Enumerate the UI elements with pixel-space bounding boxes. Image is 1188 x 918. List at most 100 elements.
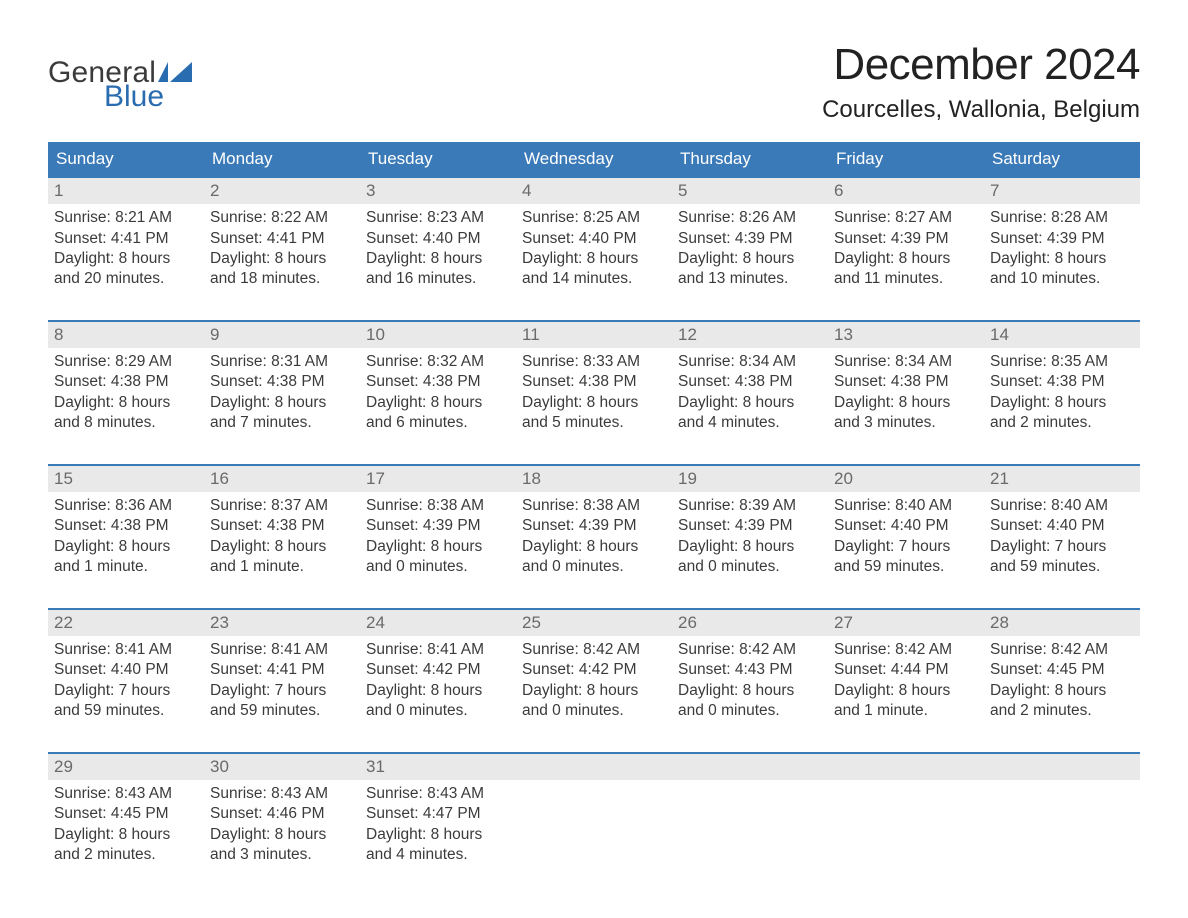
dow-tuesday: Tuesday xyxy=(360,142,516,176)
sunset-text: Sunset: 4:42 PM xyxy=(522,660,666,680)
day-body: Sunrise: 8:43 AMSunset: 4:46 PMDaylight:… xyxy=(204,780,360,870)
sunset-text: Sunset: 4:38 PM xyxy=(834,372,978,392)
daylight-line1: Daylight: 8 hours xyxy=(54,537,198,557)
day-body: Sunrise: 8:42 AMSunset: 4:45 PMDaylight:… xyxy=(984,636,1140,726)
month-title: December 2024 xyxy=(822,40,1140,90)
day-number: 16 xyxy=(204,466,360,492)
day-number: 19 xyxy=(672,466,828,492)
day-number: 30 xyxy=(204,754,360,780)
day-body: Sunrise: 8:26 AMSunset: 4:39 PMDaylight:… xyxy=(672,204,828,294)
daylight-line2: and 2 minutes. xyxy=(990,701,1134,721)
day-body: Sunrise: 8:28 AMSunset: 4:39 PMDaylight:… xyxy=(984,204,1140,294)
daylight-line1: Daylight: 8 hours xyxy=(990,681,1134,701)
day-number: 5 xyxy=(672,178,828,204)
day-cell: 13Sunrise: 8:34 AMSunset: 4:38 PMDayligh… xyxy=(828,322,984,438)
sunrise-text: Sunrise: 8:34 AM xyxy=(834,352,978,372)
day-cell: 22Sunrise: 8:41 AMSunset: 4:40 PMDayligh… xyxy=(48,610,204,726)
day-body: Sunrise: 8:33 AMSunset: 4:38 PMDaylight:… xyxy=(516,348,672,438)
daylight-line1: Daylight: 8 hours xyxy=(522,393,666,413)
daylight-line1: Daylight: 8 hours xyxy=(366,681,510,701)
day-cell: 3Sunrise: 8:23 AMSunset: 4:40 PMDaylight… xyxy=(360,178,516,294)
daylight-line2: and 0 minutes. xyxy=(678,701,822,721)
calendar-page: General Blue December 2024 Courcelles, W… xyxy=(0,0,1188,900)
day-number: 25 xyxy=(516,610,672,636)
sunset-text: Sunset: 4:44 PM xyxy=(834,660,978,680)
day-body: Sunrise: 8:34 AMSunset: 4:38 PMDaylight:… xyxy=(828,348,984,438)
day-body: Sunrise: 8:38 AMSunset: 4:39 PMDaylight:… xyxy=(516,492,672,582)
day-cell: 2Sunrise: 8:22 AMSunset: 4:41 PMDaylight… xyxy=(204,178,360,294)
daylight-line2: and 4 minutes. xyxy=(366,845,510,865)
day-cell: 29Sunrise: 8:43 AMSunset: 4:45 PMDayligh… xyxy=(48,754,204,870)
week-row: 1Sunrise: 8:21 AMSunset: 4:41 PMDaylight… xyxy=(48,176,1140,294)
daylight-line2: and 6 minutes. xyxy=(366,413,510,433)
daylight-line2: and 59 minutes. xyxy=(834,557,978,577)
brand-logo: General Blue xyxy=(48,40,192,112)
day-body: Sunrise: 8:43 AMSunset: 4:47 PMDaylight:… xyxy=(360,780,516,870)
week-row: 15Sunrise: 8:36 AMSunset: 4:38 PMDayligh… xyxy=(48,464,1140,582)
sunset-text: Sunset: 4:45 PM xyxy=(54,804,198,824)
daylight-line2: and 16 minutes. xyxy=(366,269,510,289)
sunrise-text: Sunrise: 8:41 AM xyxy=(54,640,198,660)
day-cell: 1Sunrise: 8:21 AMSunset: 4:41 PMDaylight… xyxy=(48,178,204,294)
day-number: 31 xyxy=(360,754,516,780)
day-body: Sunrise: 8:23 AMSunset: 4:40 PMDaylight:… xyxy=(360,204,516,294)
sunset-text: Sunset: 4:38 PM xyxy=(210,516,354,536)
day-cell: 8Sunrise: 8:29 AMSunset: 4:38 PMDaylight… xyxy=(48,322,204,438)
daylight-line2: and 18 minutes. xyxy=(210,269,354,289)
daylight-line1: Daylight: 8 hours xyxy=(366,249,510,269)
day-cell xyxy=(828,754,984,870)
day-body: Sunrise: 8:32 AMSunset: 4:38 PMDaylight:… xyxy=(360,348,516,438)
day-cell: 31Sunrise: 8:43 AMSunset: 4:47 PMDayligh… xyxy=(360,754,516,870)
day-body: Sunrise: 8:29 AMSunset: 4:38 PMDaylight:… xyxy=(48,348,204,438)
day-cell: 17Sunrise: 8:38 AMSunset: 4:39 PMDayligh… xyxy=(360,466,516,582)
daylight-line1: Daylight: 8 hours xyxy=(522,537,666,557)
weeks-container: 1Sunrise: 8:21 AMSunset: 4:41 PMDaylight… xyxy=(48,176,1140,870)
daylight-line2: and 2 minutes. xyxy=(990,413,1134,433)
day-cell xyxy=(672,754,828,870)
daylight-line1: Daylight: 7 hours xyxy=(990,537,1134,557)
daylight-line2: and 1 minute. xyxy=(834,701,978,721)
day-cell: 10Sunrise: 8:32 AMSunset: 4:38 PMDayligh… xyxy=(360,322,516,438)
daylight-line2: and 1 minute. xyxy=(210,557,354,577)
sunset-text: Sunset: 4:38 PM xyxy=(54,372,198,392)
day-cell: 4Sunrise: 8:25 AMSunset: 4:40 PMDaylight… xyxy=(516,178,672,294)
daylight-line2: and 13 minutes. xyxy=(678,269,822,289)
daylight-line2: and 11 minutes. xyxy=(834,269,978,289)
sunrise-text: Sunrise: 8:41 AM xyxy=(366,640,510,660)
daylight-line1: Daylight: 8 hours xyxy=(678,249,822,269)
daylight-line1: Daylight: 8 hours xyxy=(834,681,978,701)
sunrise-text: Sunrise: 8:38 AM xyxy=(522,496,666,516)
flag-icon xyxy=(158,62,192,82)
daylight-line1: Daylight: 7 hours xyxy=(834,537,978,557)
sunrise-text: Sunrise: 8:41 AM xyxy=(210,640,354,660)
day-number xyxy=(516,754,672,780)
day-cell: 15Sunrise: 8:36 AMSunset: 4:38 PMDayligh… xyxy=(48,466,204,582)
sunset-text: Sunset: 4:46 PM xyxy=(210,804,354,824)
day-cell: 19Sunrise: 8:39 AMSunset: 4:39 PMDayligh… xyxy=(672,466,828,582)
day-body: Sunrise: 8:41 AMSunset: 4:40 PMDaylight:… xyxy=(48,636,204,726)
day-number: 2 xyxy=(204,178,360,204)
daylight-line1: Daylight: 7 hours xyxy=(54,681,198,701)
daylight-line1: Daylight: 8 hours xyxy=(54,249,198,269)
day-cell: 16Sunrise: 8:37 AMSunset: 4:38 PMDayligh… xyxy=(204,466,360,582)
day-body: Sunrise: 8:40 AMSunset: 4:40 PMDaylight:… xyxy=(984,492,1140,582)
day-number: 7 xyxy=(984,178,1140,204)
sunrise-text: Sunrise: 8:40 AM xyxy=(834,496,978,516)
day-number: 3 xyxy=(360,178,516,204)
day-cell: 20Sunrise: 8:40 AMSunset: 4:40 PMDayligh… xyxy=(828,466,984,582)
sunset-text: Sunset: 4:45 PM xyxy=(990,660,1134,680)
day-number: 17 xyxy=(360,466,516,492)
day-body: Sunrise: 8:41 AMSunset: 4:42 PMDaylight:… xyxy=(360,636,516,726)
day-body: Sunrise: 8:34 AMSunset: 4:38 PMDaylight:… xyxy=(672,348,828,438)
day-body: Sunrise: 8:39 AMSunset: 4:39 PMDaylight:… xyxy=(672,492,828,582)
sunset-text: Sunset: 4:38 PM xyxy=(210,372,354,392)
day-cell: 26Sunrise: 8:42 AMSunset: 4:43 PMDayligh… xyxy=(672,610,828,726)
day-body: Sunrise: 8:42 AMSunset: 4:42 PMDaylight:… xyxy=(516,636,672,726)
daylight-line1: Daylight: 8 hours xyxy=(210,393,354,413)
dow-saturday: Saturday xyxy=(984,142,1140,176)
sunset-text: Sunset: 4:47 PM xyxy=(366,804,510,824)
day-cell: 5Sunrise: 8:26 AMSunset: 4:39 PMDaylight… xyxy=(672,178,828,294)
day-cell: 24Sunrise: 8:41 AMSunset: 4:42 PMDayligh… xyxy=(360,610,516,726)
day-body: Sunrise: 8:42 AMSunset: 4:43 PMDaylight:… xyxy=(672,636,828,726)
day-number: 12 xyxy=(672,322,828,348)
